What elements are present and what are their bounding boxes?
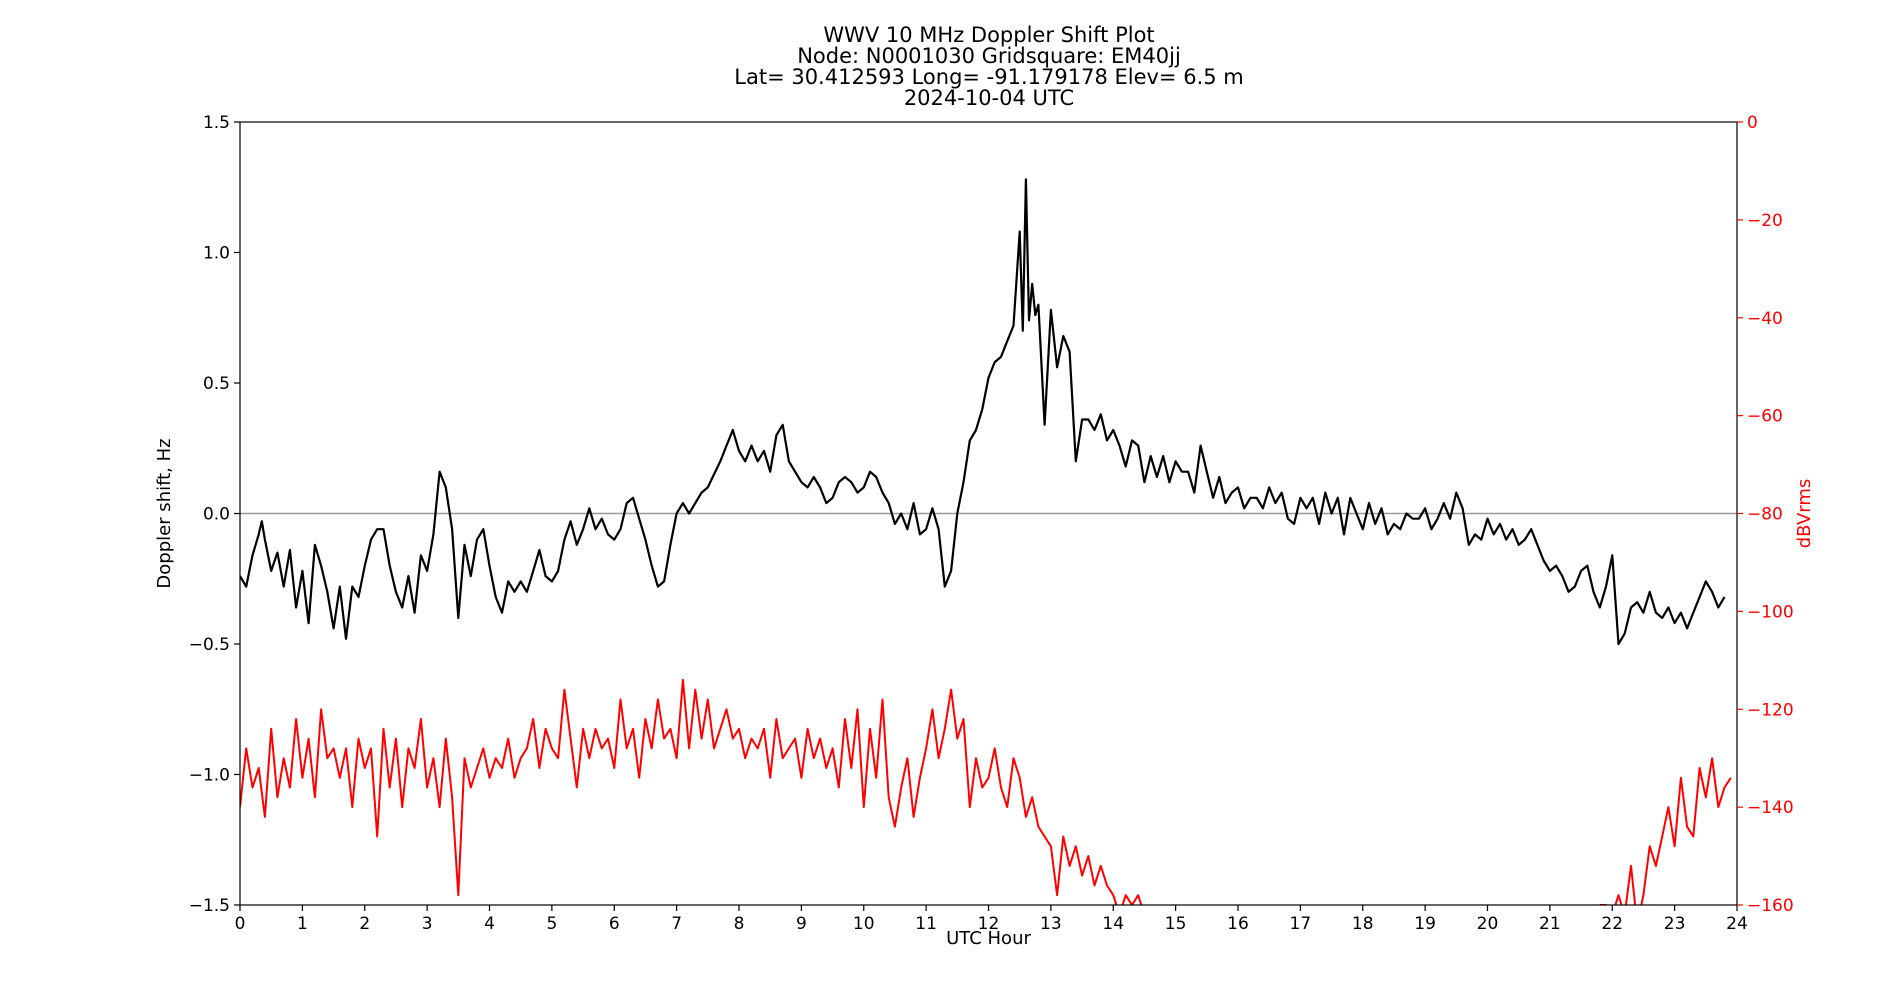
x-tick-label: 19 (1414, 914, 1436, 934)
x-tick-label: 3 (422, 914, 433, 934)
x-tick-label: 8 (734, 914, 745, 934)
x-axis-label: UTC Hour (946, 928, 1031, 949)
y-tick-label: 0.5 (203, 374, 230, 394)
x-tick-label: 13 (1040, 914, 1062, 934)
power-series (240, 678, 1732, 905)
y2-tick-label: −80 (1747, 505, 1783, 525)
y2-tick-label: −60 (1747, 407, 1783, 427)
y2-axis-label: dBVrms (1794, 479, 1815, 549)
chart-title-line-1: WWV 10 MHz Doppler Shift Plot (823, 23, 1154, 47)
x-tick-label: 9 (796, 914, 807, 934)
chart-title-line-2: Node: N0001030 Gridsquare: EM40jj (797, 44, 1181, 68)
y-axis-label: Doppler shift, Hz (154, 438, 175, 588)
x-tick-label: 18 (1352, 914, 1374, 934)
y2-tick-label: −120 (1747, 700, 1794, 720)
x-tick-label: 15 (1165, 914, 1187, 934)
x-tick-label: 24 (1726, 914, 1748, 934)
x-tick-label: 2 (359, 914, 370, 934)
x-tick-label: 7 (671, 914, 682, 934)
y-tick-label: −1.0 (189, 766, 230, 786)
y-tick-label: 0.0 (203, 505, 230, 525)
x-tick-label: 1 (297, 914, 308, 934)
x-tick-label: 23 (1664, 914, 1686, 934)
doppler-line (240, 178, 1726, 646)
x-tick-label: 22 (1601, 914, 1623, 934)
y-tick-label: −1.5 (189, 896, 230, 916)
y2-tick-label: 0 (1747, 113, 1758, 133)
y2-tick-label: −100 (1747, 602, 1794, 622)
x-tick-label: 11 (915, 914, 937, 934)
y2-tick-label: −140 (1747, 798, 1794, 818)
x-tick-label: 10 (853, 914, 875, 934)
y-axis-right: 0 −20 −40 −60 −80 −100 −120 −140 −160 (1737, 113, 1794, 916)
x-tick-label: 12 (978, 914, 1000, 934)
x-tick-label: 6 (609, 914, 620, 934)
x-tick-label: 4 (484, 914, 495, 934)
y-tick-label: 1.0 (203, 244, 230, 264)
x-tick-label: 5 (546, 914, 557, 934)
x-tick-label: 17 (1290, 914, 1312, 934)
doppler-series (240, 178, 1726, 646)
power-line (240, 678, 1732, 905)
x-tick-label: 16 (1227, 914, 1249, 934)
chart-title-line-4: 2024-10-04 UTC (904, 86, 1074, 110)
y2-tick-label: −20 (1747, 211, 1783, 231)
y-tick-label: −0.5 (189, 635, 230, 655)
y2-tick-label: −160 (1747, 896, 1794, 916)
x-tick-label: 20 (1477, 914, 1499, 934)
x-axis: 0 1 2 3 4 5 6 7 8 9 10 11 12 13 14 15 16 17 18 19 20 21 22 23 24 (235, 905, 1748, 934)
y-tick-label: 1.5 (203, 113, 230, 133)
chart-title-line-3: Lat= 30.412593 Long= -91.179178 Elev= 6.… (734, 65, 1243, 89)
x-tick-label: 14 (1102, 914, 1124, 934)
x-tick-label: 0 (235, 914, 246, 934)
y2-tick-label: −40 (1747, 309, 1783, 329)
x-tick-label: 21 (1539, 914, 1561, 934)
y-axis-left: 1.5 1.0 0.5 0.0 −0.5 −1.0 −1.5 (189, 113, 240, 916)
